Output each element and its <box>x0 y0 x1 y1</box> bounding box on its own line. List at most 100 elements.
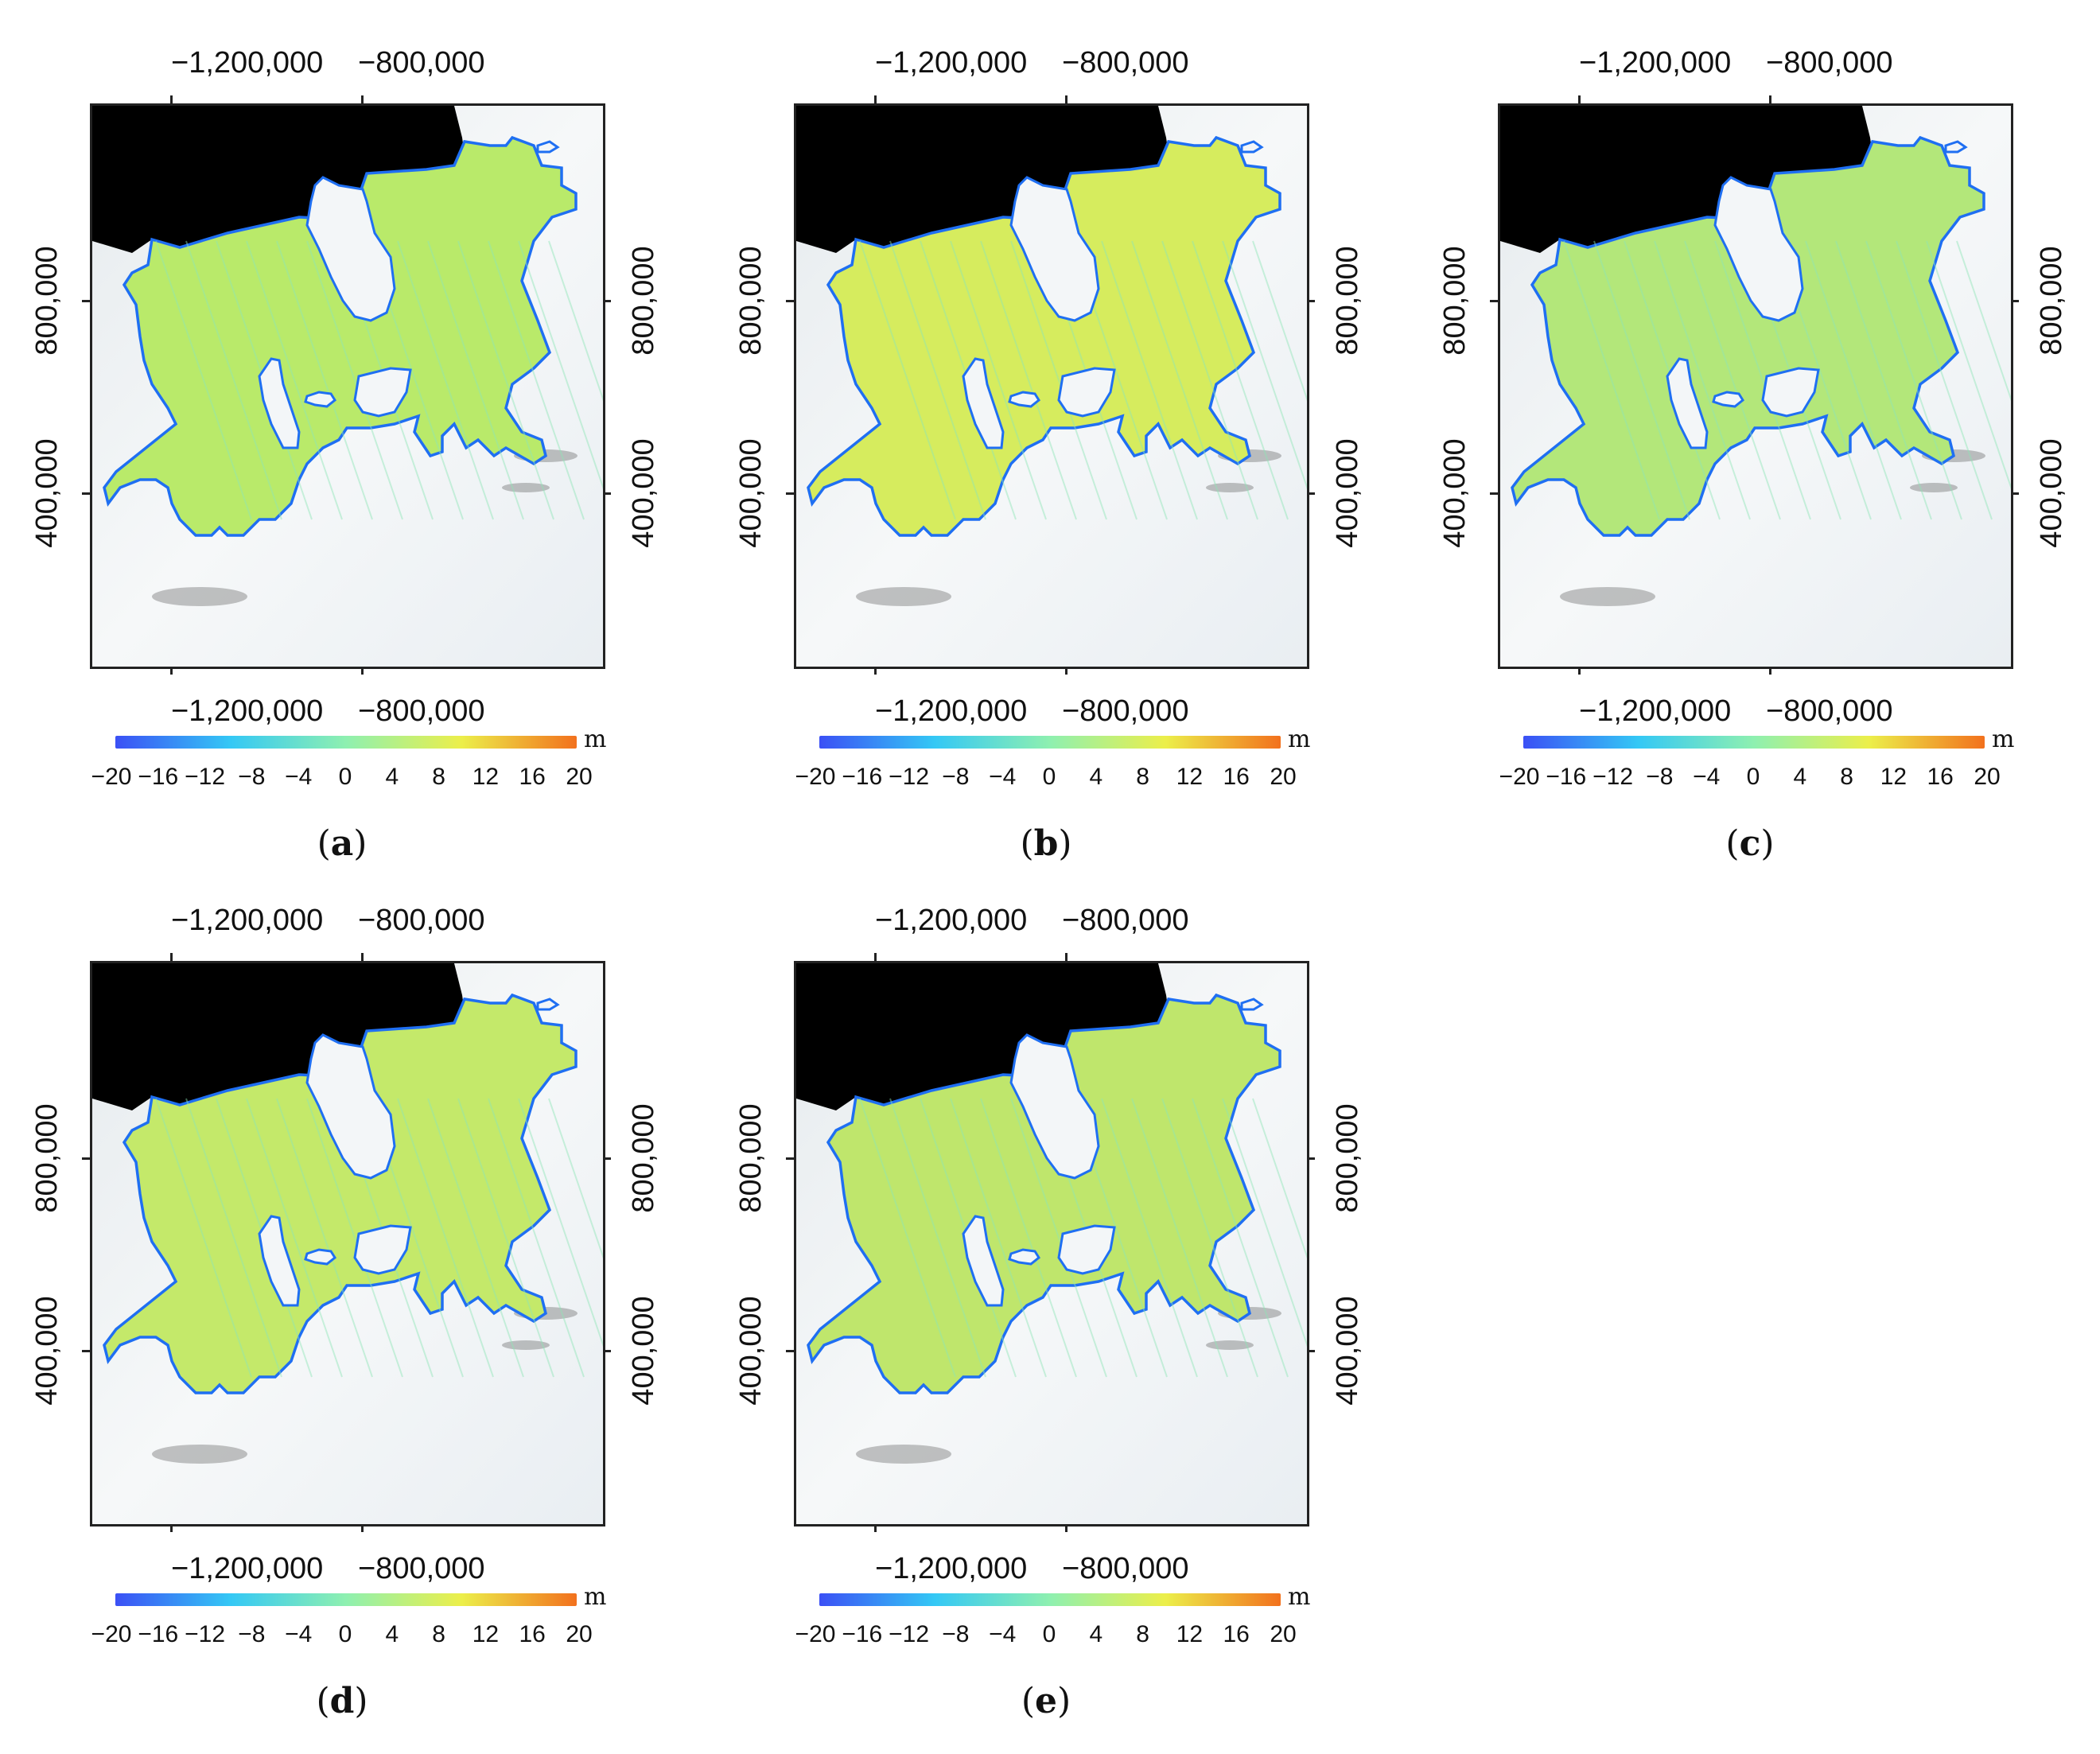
map-panel-d: −1,200,000 −800,000 −1,200,000 −800,000 800,… <box>0 858 684 1721</box>
texture-stripe <box>518 1098 603 1348</box>
x-tickmark <box>874 95 877 103</box>
y-tick-label-left: 400,000 <box>734 1296 768 1406</box>
x-tickmark <box>1578 95 1581 103</box>
island-4 <box>304 391 336 408</box>
island-2 <box>962 357 1005 449</box>
x-tickmark <box>874 953 877 961</box>
colorbar <box>819 736 1281 749</box>
y-tickmark <box>786 300 794 302</box>
texture-stripe <box>980 1098 1077 1378</box>
colorbar-tick-label: 20 <box>566 764 593 790</box>
island-5 <box>1944 140 1968 154</box>
ice-shelf-map <box>1500 106 2011 667</box>
texture-stripe <box>1131 240 1228 520</box>
panel-caption: (e) <box>704 1681 1388 1721</box>
colorbar-tick-label: −4 <box>989 764 1017 790</box>
y-tick-label-right: 800,000 <box>2035 246 2068 356</box>
x-tick-label-bottom: −1,200,000 <box>875 1552 1028 1585</box>
map-frame <box>794 103 1309 669</box>
x-tick-label-bottom: −800,000 <box>1062 1552 1189 1585</box>
texture-stripe <box>1010 240 1107 520</box>
y-tickmark <box>1307 492 1315 495</box>
island-5 <box>1240 998 1264 1011</box>
colorbar-tick-label: −16 <box>138 1621 179 1647</box>
colorbar-tick-label: −20 <box>91 1621 132 1647</box>
colorbar-tick-label: 4 <box>385 1621 399 1647</box>
ice-shelf-elevation-difference <box>103 135 578 537</box>
caption-paren-close: ) <box>1057 1681 1071 1721</box>
mountain-shading <box>502 1340 550 1350</box>
texture-stripe <box>889 240 986 520</box>
colorbar-tick-label: 20 <box>1974 764 2001 790</box>
texture-stripe <box>155 240 252 520</box>
x-tick-label-bottom: −1,200,000 <box>171 694 324 728</box>
colorbar-tick-label: 8 <box>432 1621 445 1647</box>
colorbar-tick-label: 16 <box>519 764 546 790</box>
map-panel-e: −1,200,000 −800,000 −1,200,000 −800,000 800,… <box>704 858 1388 1721</box>
y-tickmark <box>786 492 794 495</box>
caption-paren-open: ( <box>1725 823 1740 864</box>
colorbar-tick-label: −16 <box>1546 764 1587 790</box>
x-tick-label-top: −1,200,000 <box>171 904 324 937</box>
x-tick-label-top: −1,200,000 <box>1579 46 1732 80</box>
y-tickmark <box>82 492 90 495</box>
panel-caption: (c) <box>1408 823 2092 864</box>
x-tickmark <box>361 95 364 103</box>
colorbar-tick-label: −20 <box>795 1621 836 1647</box>
mountain-shading <box>1910 483 1958 492</box>
texture-stripe <box>1714 240 1811 520</box>
map-panel-b: −1,200,000 −800,000 −1,200,000 −800,000 800,… <box>704 0 1388 864</box>
y-tickmark <box>1307 1157 1315 1160</box>
x-tickmark <box>1065 1524 1068 1532</box>
y-tick-label-left: 400,000 <box>1438 438 1472 548</box>
texture-stripe <box>859 240 956 520</box>
colorbar-tick-label: 12 <box>1176 1621 1204 1647</box>
y-tick-label-right: 800,000 <box>1331 1103 1364 1213</box>
mountain-shading <box>856 1445 951 1464</box>
texture-stripe <box>427 240 524 520</box>
colorbar-unit: m <box>584 1583 607 1611</box>
y-tickmark <box>1490 492 1498 495</box>
ocean-area <box>796 963 1170 1110</box>
texture-stripe <box>246 1098 343 1378</box>
x-tickmark <box>361 1524 364 1532</box>
y-tick-label-right: 400,000 <box>1331 438 1364 548</box>
caption-paren-close: ) <box>1760 823 1775 864</box>
map-frame <box>794 961 1309 1526</box>
ice-shelf-map <box>92 106 603 667</box>
caption-letter: d <box>329 1681 355 1721</box>
map-frame <box>90 103 605 669</box>
y-tickmark <box>603 492 611 495</box>
y-tick-label-left: 800,000 <box>734 1103 768 1213</box>
colorbar-unit: m <box>584 725 607 753</box>
ice-shelf-map <box>92 963 603 1524</box>
colorbar-tick-label: 0 <box>338 764 352 790</box>
colorbar-tick-label: −16 <box>842 764 883 790</box>
colorbar-tick-label: 20 <box>1270 764 1297 790</box>
ice-shelf-map <box>796 963 1307 1524</box>
ocean-area <box>92 963 466 1110</box>
texture-stripe <box>1192 240 1289 520</box>
island-2 <box>258 1215 301 1307</box>
texture-stripe <box>1222 240 1307 490</box>
island-1 <box>1009 176 1100 322</box>
colorbar-tick-label: 16 <box>1223 1621 1250 1647</box>
colorbar-tick-label: 8 <box>432 764 445 790</box>
x-tickmark <box>170 667 173 675</box>
ice-shelf-elevation-difference <box>103 993 578 1394</box>
colorbar-tick-label: 20 <box>566 1621 593 1647</box>
texture-stripe <box>1684 240 1781 520</box>
x-tick-label-bottom: −1,200,000 <box>1579 694 1732 728</box>
texture-stripe <box>548 1098 603 1259</box>
island-3 <box>1057 367 1116 418</box>
texture-stripe <box>1865 240 1962 520</box>
y-tickmark <box>1307 300 1315 302</box>
texture-stripe <box>306 1098 403 1378</box>
caption-paren-open: ( <box>317 823 331 864</box>
colorbar-tick-label: −12 <box>1592 764 1634 790</box>
mountain-shading <box>1206 1340 1254 1350</box>
y-tickmark <box>2011 300 2019 302</box>
y-tick-label-right: 800,000 <box>1331 246 1364 356</box>
island-1 <box>305 176 396 322</box>
island-5 <box>536 140 560 154</box>
